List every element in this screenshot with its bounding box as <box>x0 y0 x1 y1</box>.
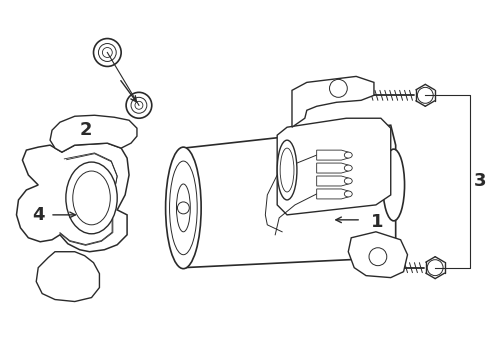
Ellipse shape <box>165 147 201 269</box>
Ellipse shape <box>344 152 351 158</box>
Circle shape <box>98 44 116 62</box>
Text: 3: 3 <box>473 172 485 190</box>
Polygon shape <box>316 176 347 186</box>
Ellipse shape <box>73 171 110 225</box>
Ellipse shape <box>66 162 117 234</box>
Circle shape <box>427 260 442 276</box>
Ellipse shape <box>277 140 296 200</box>
Polygon shape <box>50 115 137 152</box>
Polygon shape <box>17 143 129 252</box>
Polygon shape <box>347 232 407 278</box>
Text: 1: 1 <box>370 213 383 231</box>
Polygon shape <box>316 189 347 199</box>
Polygon shape <box>183 125 395 268</box>
Circle shape <box>135 101 142 109</box>
Circle shape <box>93 39 121 67</box>
Ellipse shape <box>368 248 386 266</box>
Circle shape <box>131 97 146 113</box>
Circle shape <box>102 48 112 58</box>
Ellipse shape <box>176 184 190 232</box>
Text: 4: 4 <box>32 206 44 224</box>
Circle shape <box>417 87 432 103</box>
Ellipse shape <box>344 165 351 171</box>
Ellipse shape <box>382 149 404 221</box>
Circle shape <box>126 92 151 118</box>
Ellipse shape <box>329 80 346 97</box>
Circle shape <box>177 202 189 214</box>
Polygon shape <box>316 150 347 160</box>
Text: 2: 2 <box>79 121 92 139</box>
Ellipse shape <box>344 191 351 197</box>
Polygon shape <box>36 252 99 302</box>
Polygon shape <box>291 76 373 127</box>
Polygon shape <box>277 118 390 215</box>
Polygon shape <box>316 163 347 173</box>
Ellipse shape <box>344 178 351 184</box>
